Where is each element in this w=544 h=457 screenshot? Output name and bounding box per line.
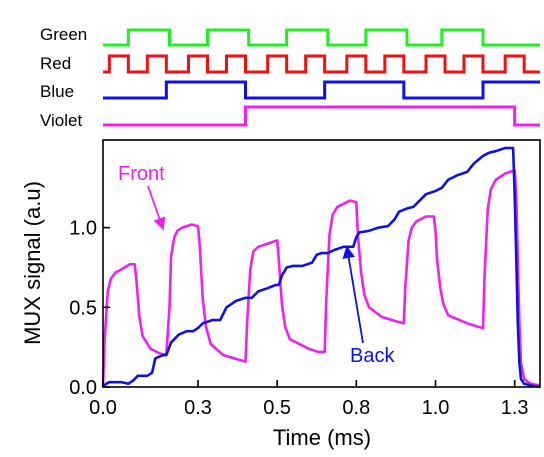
x-axis-title: Time (ms) bbox=[273, 425, 371, 450]
control-trace-label: Red bbox=[40, 54, 71, 73]
y-axis-title: MUX signal (a.u) bbox=[20, 181, 45, 345]
control-trace-line bbox=[103, 28, 540, 47]
annotation-arrow bbox=[342, 245, 364, 344]
control-traces: Green Red Blue Violet bbox=[40, 25, 540, 130]
control-trace-label: Violet bbox=[40, 111, 82, 130]
y-tick-label: 0.5 bbox=[69, 297, 97, 319]
y-tick-label: 0.0 bbox=[69, 377, 97, 399]
x-tick-label: 0.5 bbox=[263, 397, 291, 419]
control-trace-line bbox=[103, 54, 540, 74]
y-tick-label: 1.0 bbox=[69, 218, 97, 240]
control-trace-label: Green bbox=[40, 25, 87, 44]
annotations: Front Back bbox=[118, 163, 395, 367]
control-trace-line bbox=[103, 80, 540, 100]
series-line bbox=[101, 169, 541, 388]
annotation-label: Back bbox=[350, 345, 395, 367]
control-trace-line bbox=[103, 105, 540, 127]
ticks: 0.0 0.3 0.5 0.8 1.0 1.3 0.0 0.5 1.0 bbox=[69, 218, 528, 419]
x-tick-label: 1.3 bbox=[501, 397, 529, 419]
plot-frame bbox=[102, 139, 541, 388]
x-tick-label: 0.0 bbox=[89, 397, 117, 419]
x-tick-label: 1.0 bbox=[422, 397, 450, 419]
x-tick-label: 0.3 bbox=[184, 397, 212, 419]
series-layer bbox=[101, 146, 541, 389]
control-trace-label: Blue bbox=[40, 82, 74, 101]
series-line bbox=[102, 146, 541, 389]
annotation-arrow bbox=[147, 185, 166, 231]
annotation-label: Front bbox=[118, 163, 165, 185]
x-tick-label: 0.8 bbox=[342, 397, 370, 419]
